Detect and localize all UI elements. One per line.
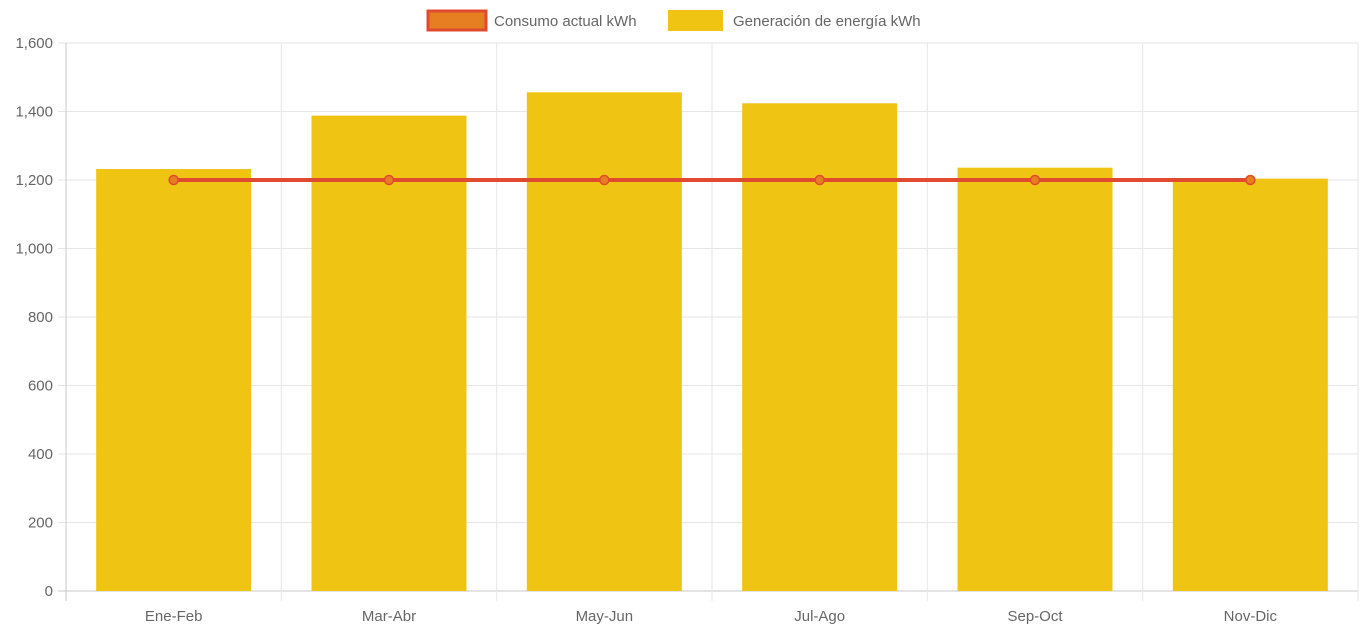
y-tick-label: 1,200 — [15, 172, 53, 189]
legend-label: Consumo actual kWh — [494, 13, 637, 30]
x-tick-label: Jul-Ago — [794, 608, 845, 625]
line-point — [599, 174, 610, 186]
line-point — [168, 174, 179, 186]
legend-label: Generación de energía kWh — [733, 13, 921, 30]
x-tick-label: Sep-Oct — [1007, 608, 1063, 625]
x-axis: Ene-Feb Mar-Abr May-Jun Jul-Ago Sep-Oct Nov-D… — [145, 608, 1278, 625]
line-series — [168, 174, 1256, 186]
x-tick-label: Mar-Abr — [362, 608, 416, 625]
x-tick-label: Ene-Feb — [145, 608, 203, 625]
line-point — [1245, 174, 1256, 186]
bar-sep-oct — [957, 167, 1113, 592]
y-tick-label: 1,600 — [15, 35, 53, 52]
legend-swatch — [426, 9, 488, 32]
y-tick-label: 200 — [28, 515, 53, 532]
bar-ene-feb — [96, 169, 252, 592]
y-axis: 0 200 400 600 800 1,000 1,200 1,400 1,600 — [15, 35, 53, 600]
y-tick-label: 400 — [28, 446, 53, 463]
y-tick-label: 600 — [28, 378, 53, 395]
bar-may-jun — [526, 92, 682, 591]
legend-item-consumo: Consumo actual kWh — [426, 9, 637, 32]
x-tick-label: May-Jun — [576, 608, 634, 625]
line-point — [814, 174, 825, 186]
legend: Consumo actual kWh Generación de energía … — [426, 9, 921, 32]
bar-mar-abr — [311, 115, 467, 592]
x-tick-label: Nov-Dic — [1224, 608, 1278, 625]
line-point — [1029, 174, 1041, 186]
y-tick-label: 1,000 — [15, 241, 53, 258]
y-tick-label: 800 — [28, 309, 53, 326]
legend-item-generacion: Generación de energía kWh — [668, 10, 921, 31]
y-tick-label: 0 — [45, 583, 53, 600]
legend-swatch — [668, 10, 723, 31]
line-point — [383, 174, 395, 186]
grid — [58, 42, 1359, 601]
y-tick-label: 1,400 — [15, 104, 53, 121]
bar-nov-dic — [1172, 178, 1328, 591]
